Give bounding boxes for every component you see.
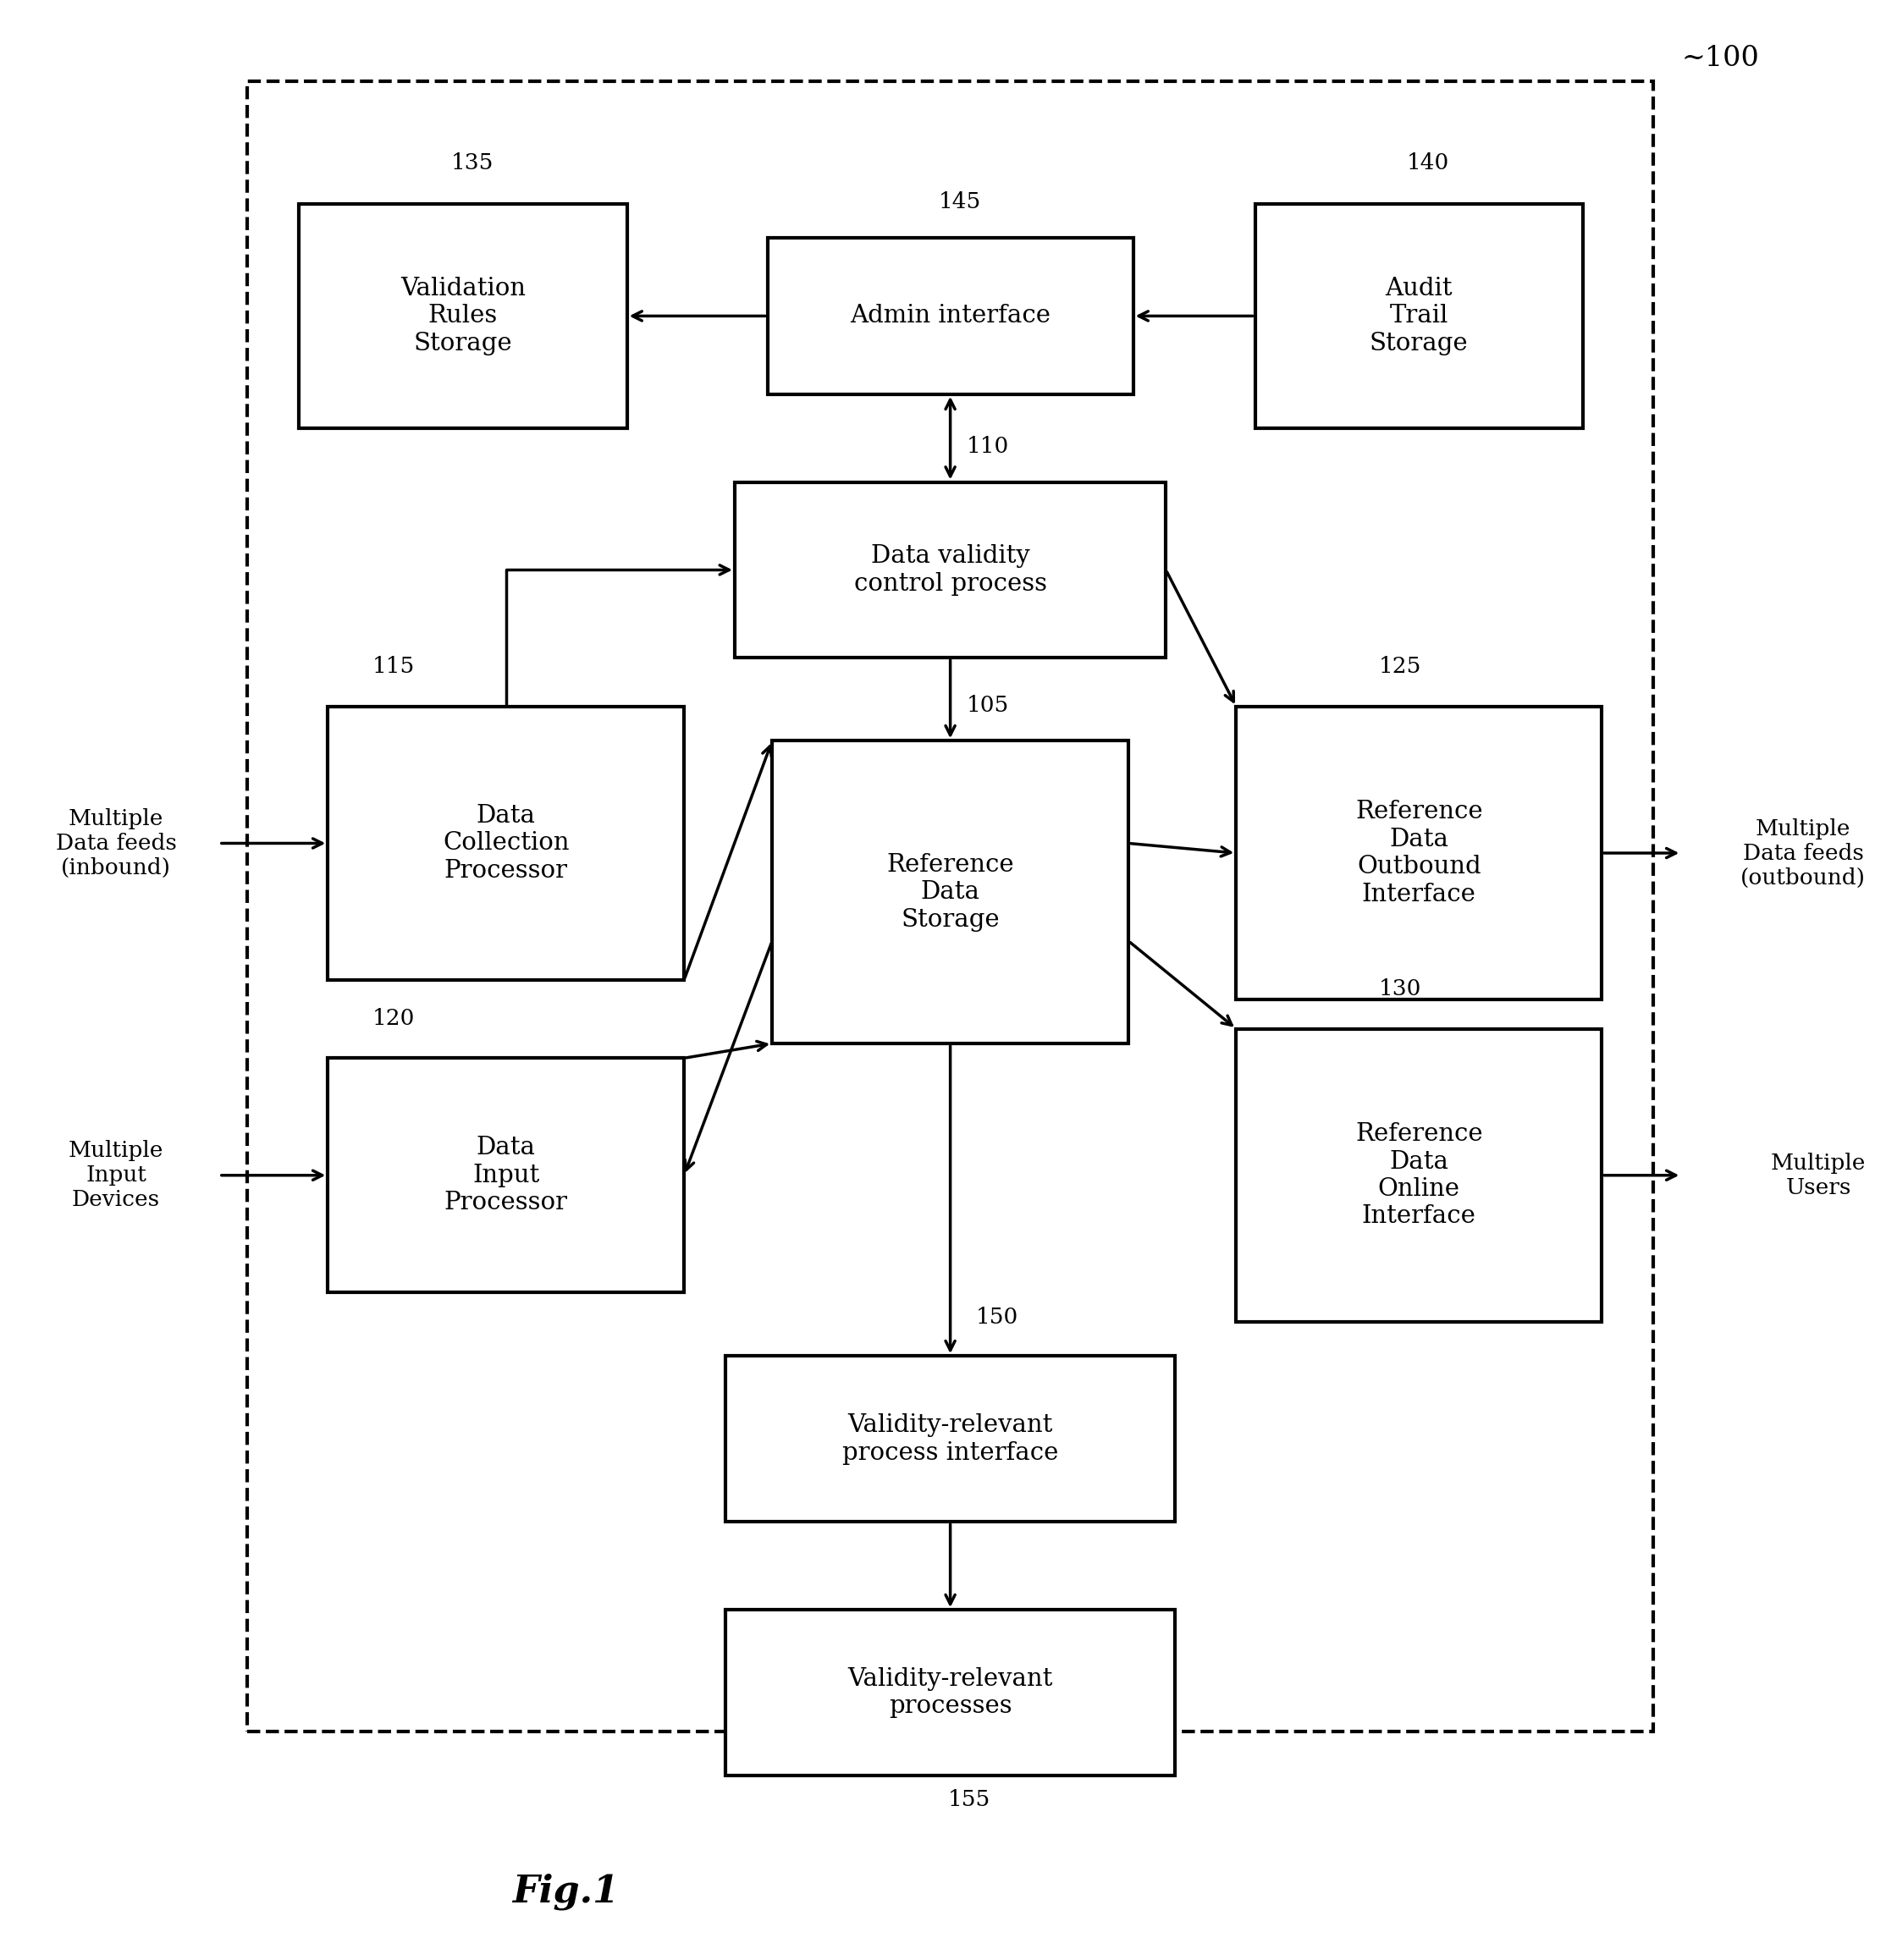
Text: Reference
Data
Outbound
Interface: Reference Data Outbound Interface	[1356, 800, 1482, 906]
Bar	[328, 1058, 685, 1292]
Text: 105: 105	[966, 696, 1009, 715]
Text: Validity-relevant
processes: Validity-relevant processes	[847, 1668, 1052, 1719]
Bar	[247, 82, 1654, 1733]
Text: ~100: ~100	[1682, 45, 1760, 73]
Text: 150: 150	[975, 1307, 1018, 1327]
Text: 145: 145	[939, 192, 981, 212]
Bar	[1254, 204, 1582, 429]
Text: Multiple
Data feeds
(outbound): Multiple Data feeds (outbound)	[1741, 817, 1865, 888]
Bar	[771, 741, 1128, 1043]
Text: 120: 120	[372, 1007, 415, 1029]
Text: 125: 125	[1379, 657, 1422, 678]
Bar	[736, 482, 1166, 659]
Text: Validity-relevant
process interface: Validity-relevant process interface	[843, 1413, 1058, 1464]
Text: Admin interface: Admin interface	[851, 304, 1051, 327]
Bar	[298, 204, 626, 429]
Text: 110: 110	[966, 435, 1009, 457]
Text: 155: 155	[949, 1789, 990, 1809]
Text: Multiple
Input
Devices: Multiple Input Devices	[68, 1141, 164, 1211]
Text: Data validity
control process: Data validity control process	[854, 545, 1047, 596]
Bar	[1235, 1029, 1601, 1321]
Text: 135: 135	[451, 153, 494, 172]
Bar	[328, 708, 685, 980]
Bar	[726, 1609, 1175, 1776]
Text: Data
Collection
Processor: Data Collection Processor	[443, 804, 570, 882]
Text: Fig.1: Fig.1	[513, 1874, 619, 1911]
Text: 130: 130	[1379, 978, 1422, 1000]
Text: Reference
Data
Storage: Reference Data Storage	[886, 853, 1015, 931]
Bar	[1235, 708, 1601, 1000]
Text: Audit
Trail
Storage: Audit Trail Storage	[1369, 276, 1469, 355]
Text: Validation
Rules
Storage: Validation Rules Storage	[400, 276, 526, 355]
Bar	[768, 237, 1133, 394]
Bar	[726, 1356, 1175, 1523]
Text: Data
Input
Processor: Data Input Processor	[445, 1137, 568, 1215]
Text: 115: 115	[372, 657, 415, 678]
Text: Multiple
Users: Multiple Users	[1771, 1152, 1865, 1198]
Text: Multiple
Data feeds
(inbound): Multiple Data feeds (inbound)	[55, 808, 177, 878]
Text: Reference
Data
Online
Interface: Reference Data Online Interface	[1356, 1123, 1482, 1229]
Text: 140: 140	[1407, 153, 1450, 172]
